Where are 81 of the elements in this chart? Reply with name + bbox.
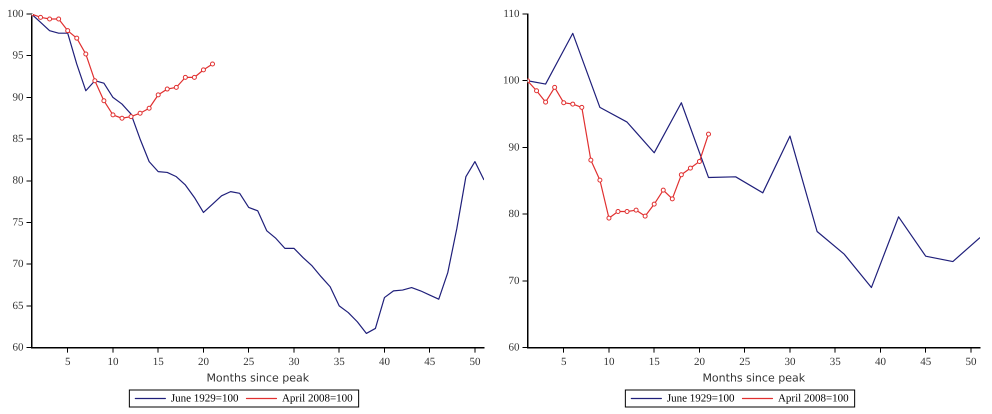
- y-tick-label: 70: [12, 258, 24, 270]
- y-tick-label: 100: [503, 74, 520, 87]
- x-tick-label: 5: [560, 356, 567, 368]
- legend-label: June 1929=100: [170, 392, 239, 404]
- point: [38, 14, 44, 20]
- x-tick-label: 20: [198, 356, 210, 368]
- x-tick-label: 25: [739, 356, 751, 368]
- point: [128, 114, 134, 120]
- point: [534, 88, 540, 94]
- point: [616, 208, 620, 214]
- x-tick-label: 25: [243, 356, 255, 368]
- x-tick-label: 20: [694, 356, 706, 368]
- point: [92, 78, 98, 84]
- y-tick-label: 95: [12, 50, 24, 62]
- y-tick-label: 85: [12, 132, 24, 145]
- y-tick-label: 70: [508, 274, 520, 287]
- point: [624, 208, 630, 214]
- point: [561, 100, 566, 106]
- point: [642, 214, 648, 219]
- x-tick-label: 40: [874, 356, 886, 368]
- point: [138, 110, 143, 116]
- x-tick-label: 45: [424, 356, 436, 368]
- x-tick-label: 50: [965, 356, 977, 368]
- point: [110, 112, 116, 118]
- y-tick-label: 60: [12, 341, 24, 354]
- point: [543, 100, 548, 105]
- point: [670, 196, 675, 202]
- point: [660, 188, 666, 193]
- point: [200, 67, 206, 72]
- x-tick-label: 15: [648, 356, 660, 368]
- point: [120, 116, 124, 121]
- point: [706, 132, 711, 137]
- point: [688, 166, 693, 171]
- y-tick-label: 75: [12, 216, 24, 228]
- point: [634, 208, 639, 213]
- point: [101, 98, 106, 104]
- point: [552, 84, 558, 90]
- point: [56, 16, 62, 22]
- x-tick-label: 10: [603, 356, 615, 368]
- y-tick-label: 80: [12, 174, 24, 187]
- point: [182, 74, 188, 80]
- y-tick-label: 100: [7, 8, 24, 20]
- point: [47, 16, 52, 22]
- x-tick-label: 35: [334, 356, 346, 368]
- x-tick-label: 15: [152, 356, 164, 368]
- x-tick-label: 30: [288, 356, 300, 368]
- point: [210, 62, 215, 67]
- x-tick-label: 40: [378, 356, 390, 368]
- point: [65, 28, 70, 34]
- point: [696, 158, 702, 164]
- point: [156, 92, 161, 98]
- y-tick-label: 110: [503, 8, 520, 20]
- point: [678, 172, 684, 178]
- x-tick-label: 10: [107, 356, 119, 368]
- point: [652, 202, 657, 207]
- point: [83, 52, 88, 57]
- point: [192, 74, 197, 80]
- y-tick-label: 80: [508, 208, 520, 220]
- y-tick-label: 90: [12, 91, 24, 104]
- legend-label: June 1929=100: [666, 392, 735, 404]
- x-axis-title: Months since peak: [702, 371, 806, 384]
- point: [164, 86, 170, 92]
- point: [579, 104, 584, 110]
- point: [606, 216, 612, 221]
- legend-label: April 2008=100: [778, 392, 850, 404]
- point: [146, 106, 152, 111]
- point: [588, 158, 594, 163]
- point: [174, 84, 179, 90]
- point: [74, 36, 80, 41]
- y-tick-label: 90: [508, 141, 520, 154]
- y-tick-label: 60: [508, 341, 520, 354]
- x-tick-label: 35: [830, 356, 842, 368]
- y-tick-label: 65: [12, 300, 24, 312]
- x-tick-label: 45: [920, 356, 932, 368]
- x-tick-label: 30: [784, 356, 796, 368]
- x-tick-label: 50: [469, 356, 481, 368]
- point: [597, 178, 602, 183]
- legend-label: April 2008=100: [282, 392, 354, 404]
- x-axis-title: Months since peak: [206, 371, 310, 384]
- x-tick-label: 5: [64, 356, 71, 368]
- point: [570, 102, 576, 107]
